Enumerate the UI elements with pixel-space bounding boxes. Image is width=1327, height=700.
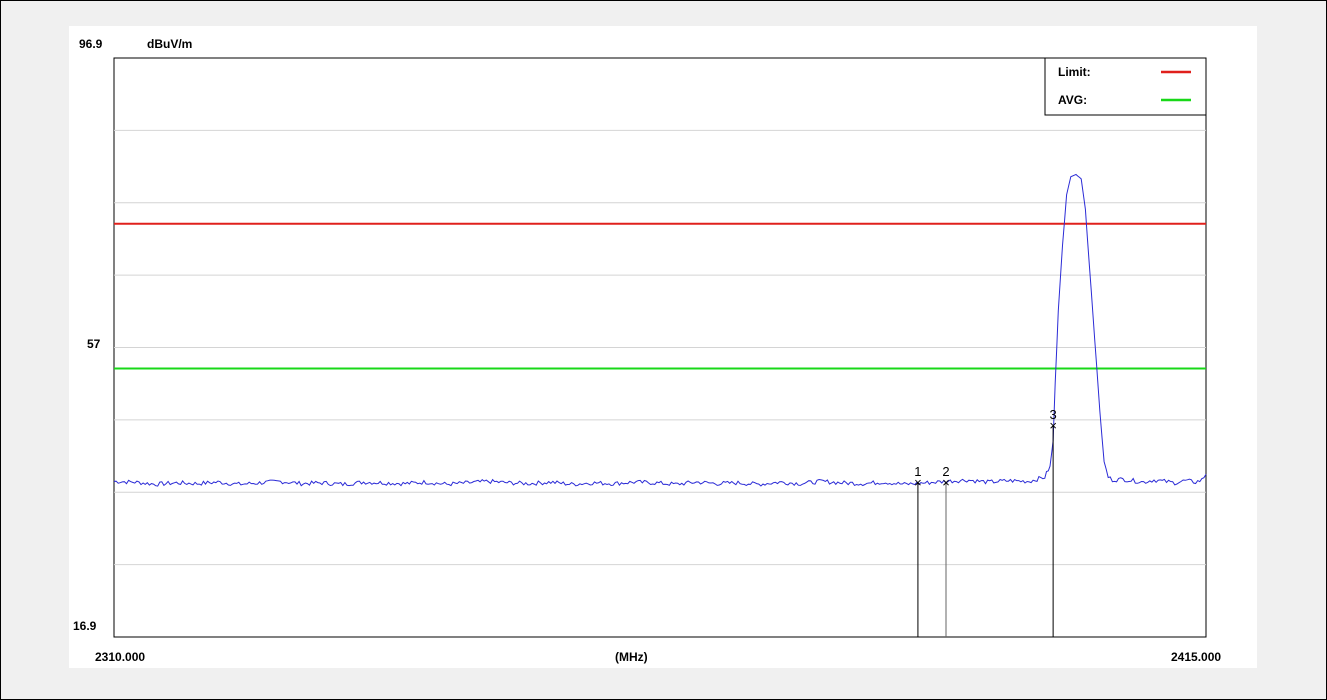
legend-box	[1044, 57, 1207, 116]
spectrum-chart: ×1×2×3 96.9 dBuV/m 57 16.9 2310.000 (MHz…	[73, 37, 1221, 664]
spectrum-trace	[113, 173, 1207, 487]
x-right-label: 2415.000	[1171, 650, 1221, 664]
limit-lines	[114, 222, 1206, 370]
y-bottom-label: 16.9	[73, 619, 97, 633]
marker-x-2: ×	[942, 475, 950, 490]
y-top-label: 96.9	[79, 37, 103, 51]
x-unit-label: (MHz)	[615, 650, 648, 664]
legend-limit-label: Limit:	[1058, 65, 1091, 79]
legend-avg-label: AVG:	[1058, 93, 1087, 107]
y-unit-label: dBuV/m	[147, 37, 192, 51]
chart-panel: × 1 × 2 × 3 96.9 dBuV/m 57 16.9 2310.000 (MHz…	[69, 26, 1257, 668]
marker-x-3: ×	[1049, 418, 1057, 433]
markers: ×1×2×3	[914, 407, 1057, 637]
legend: Limit: AVG:	[1044, 57, 1207, 116]
marker-x-1: ×	[914, 475, 922, 490]
grid-lines	[114, 129, 1206, 566]
marker-label-3: 3	[1050, 407, 1057, 422]
marker-label-1: 1	[914, 464, 921, 479]
y-mid-label: 57	[87, 337, 101, 351]
marker-label-2: 2	[942, 464, 949, 479]
x-left-label: 2310.000	[95, 650, 145, 664]
